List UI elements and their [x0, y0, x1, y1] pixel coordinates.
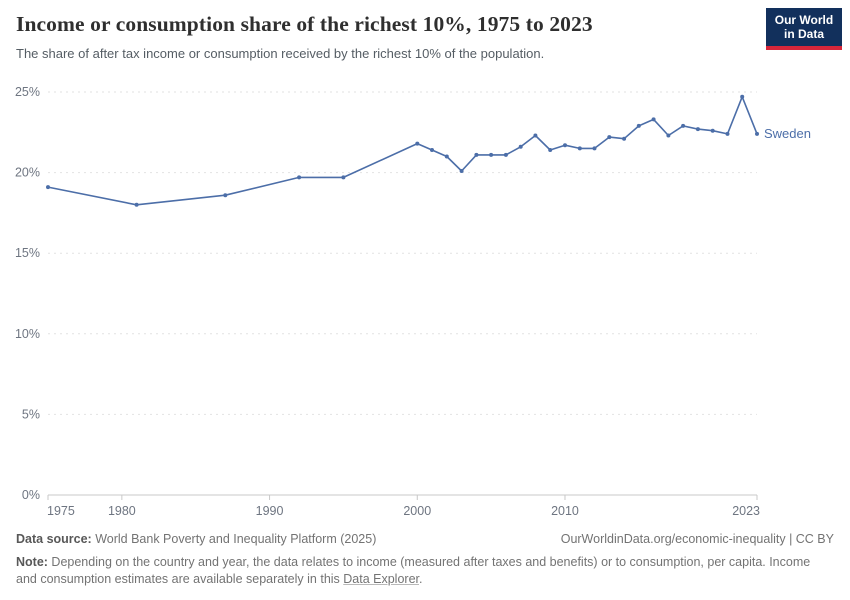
data-point[interactable] [489, 152, 494, 157]
y-tick-label: 5% [22, 407, 40, 421]
data-point[interactable] [592, 146, 597, 151]
y-tick-label: 10% [15, 327, 40, 341]
data-point[interactable] [710, 128, 715, 133]
data-point[interactable] [444, 154, 449, 159]
y-tick-label: 15% [15, 246, 40, 260]
chart-header: Income or consumption share of the riche… [16, 12, 756, 61]
data-point[interactable] [651, 117, 656, 122]
data-point[interactable] [341, 175, 346, 180]
note-text-end: . [419, 572, 423, 586]
data-point[interactable] [681, 123, 686, 128]
series-entity-label[interactable]: Sweden [764, 126, 811, 141]
data-point[interactable] [46, 185, 50, 190]
data-point[interactable] [666, 133, 671, 138]
data-point[interactable] [755, 131, 759, 136]
data-point[interactable] [297, 175, 302, 180]
x-tick-label: 2000 [403, 504, 431, 518]
data-source-value: World Bank Poverty and Inequality Platfo… [91, 532, 377, 546]
data-point[interactable] [430, 148, 434, 152]
y-tick-label: 0% [22, 488, 40, 502]
data-point[interactable] [725, 131, 730, 136]
data-source: Data source: World Bank Poverty and Ineq… [16, 531, 376, 548]
data-point[interactable] [415, 141, 420, 146]
owid-logo-line2: in Data [783, 27, 824, 41]
data-point[interactable] [459, 169, 464, 173]
data-point[interactable] [134, 202, 139, 207]
data-point[interactable] [607, 135, 612, 140]
series-line [47, 95, 758, 206]
x-tick-label: 1975 [47, 504, 75, 518]
data-point[interactable] [503, 152, 508, 157]
owid-logo[interactable]: Our World in Data [766, 8, 842, 50]
data-point[interactable] [223, 193, 228, 198]
data-source-label: Data source: [16, 532, 92, 546]
chart-subtitle: The share of after tax income or consump… [16, 46, 545, 61]
data-point[interactable] [518, 144, 523, 149]
note-text: Depending on the country and year, the d… [16, 555, 811, 586]
data-point[interactable] [533, 133, 538, 138]
owid-logo-line1: Our World [774, 13, 834, 27]
footer-note: Note: Depending on the country and year,… [16, 554, 834, 588]
data-point[interactable] [622, 136, 627, 141]
data-point[interactable] [474, 152, 479, 157]
data-point[interactable] [636, 123, 641, 128]
x-tick-label: 1980 [108, 504, 136, 518]
data-point[interactable] [577, 146, 582, 151]
footer-source-row: Data source: World Bank Poverty and Ineq… [16, 531, 834, 548]
note-label: Note: [16, 555, 48, 569]
data-point[interactable] [548, 148, 553, 152]
chart-footer: Data source: World Bank Poverty and Ineq… [16, 531, 834, 588]
y-tick-label: 20% [15, 166, 40, 180]
data-explorer-link[interactable]: Data Explorer [343, 572, 419, 586]
y-tick-label: 25% [15, 85, 40, 99]
x-tick-label: 2023 [732, 504, 760, 518]
data-point[interactable] [695, 127, 700, 132]
chart-title: Income or consumption share of the riche… [16, 12, 593, 36]
x-tick-label: 1990 [256, 504, 284, 518]
attribution: OurWorldinData.org/economic-inequality |… [560, 532, 834, 546]
line-chart: 0% 5% 10% 15% 20% 25% 1975 1980 1990 2000 2010 2023… [15, 85, 811, 518]
data-point[interactable] [563, 143, 567, 148]
data-point[interactable] [740, 94, 745, 99]
x-tick-label: 2010 [551, 504, 579, 518]
